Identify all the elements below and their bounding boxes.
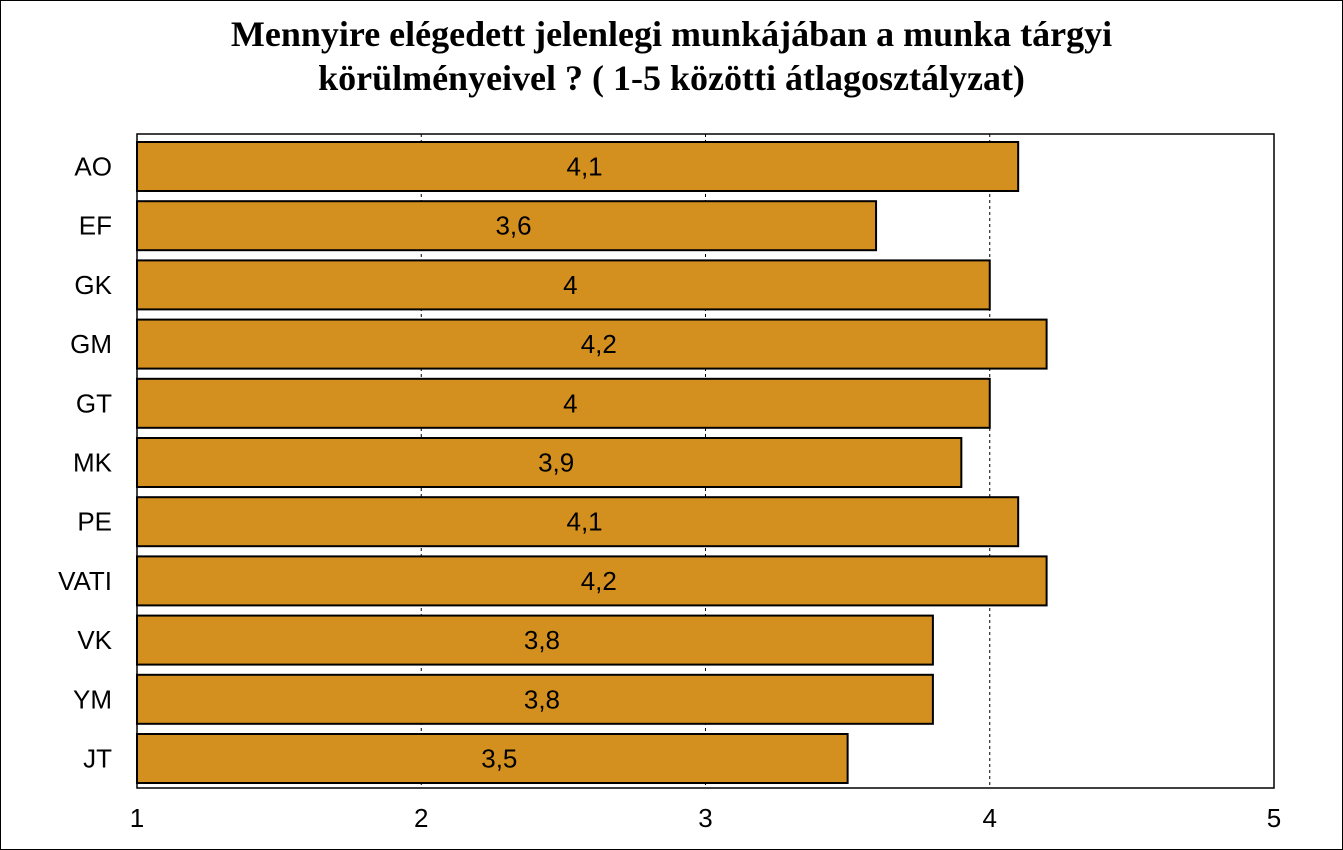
chart-title: Mennyire elégedett jelenlegi munkájában … [0,12,1343,100]
category-label-vati: VATI [58,566,112,596]
data-label-ym: 3,8 [524,684,560,714]
x-tick-label-1: 1 [130,803,144,833]
x-tick-label-2: 2 [414,803,428,833]
bar-vk [136,614,934,666]
plot-area [136,133,1275,789]
data-label-mk: 3,9 [538,448,574,478]
category-label-gk: GK [74,270,112,300]
data-label-gt: 4 [563,388,577,418]
bar-gk [136,259,991,311]
x-axis-tick-labels: 1 2 3 4 5 [130,803,1281,833]
category-label-jt: JT [83,744,112,774]
bar-mk [136,437,963,488]
bars [136,141,1048,784]
data-label-pe: 4,1 [567,507,603,537]
category-label-gm: GM [70,329,112,359]
category-labels: AO EF GK GM GT MK PE VATI VK YM JT [58,152,113,774]
bar-vati [136,555,1048,607]
category-label-mk: MK [73,448,113,478]
data-label-gk: 4 [563,270,577,300]
category-label-ao: AO [74,152,112,182]
category-label-ef: EF [79,211,112,241]
x-tick-label-3: 3 [698,803,712,833]
data-label-gm: 4,2 [581,329,617,359]
chart-title-line-1: Mennyire elégedett jelenlegi munkájában … [230,14,1113,54]
data-label-vk: 3,8 [524,625,560,655]
bar-ef [136,200,878,252]
bar-gm [136,318,1048,370]
bar-gt [136,377,991,429]
bar-ym [136,673,934,725]
x-tick-label-4: 4 [983,803,997,833]
bar-pe [136,496,1020,548]
category-label-ym: YM [73,684,112,714]
bar-jt [136,733,849,784]
data-label-vati: 4,2 [581,566,617,596]
data-label-ao: 4,1 [567,152,603,182]
bar-ao [136,141,1020,192]
data-labels: 4,13,644,243,94,14,23,83,83,5 [481,152,617,774]
data-label-jt: 3,5 [481,744,517,774]
x-tick-label-5: 5 [1267,803,1281,833]
category-label-pe: PE [77,507,112,537]
category-label-vk: VK [77,625,112,655]
data-label-ef: 3,6 [495,211,531,241]
chart-title-line-2: körülményeivel ? ( 1-5 közötti átlagoszt… [318,58,1025,98]
category-label-gt: GT [76,388,112,418]
